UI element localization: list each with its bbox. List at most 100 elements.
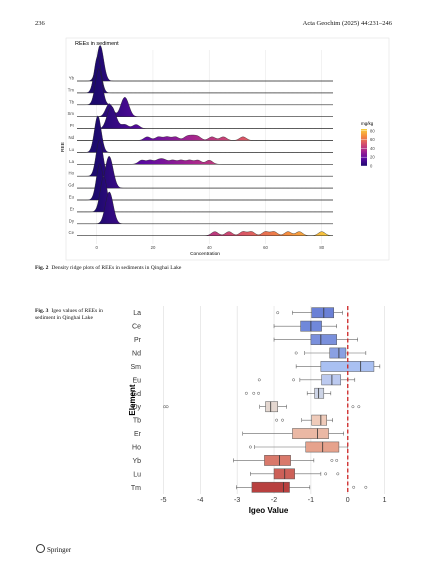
y-tick-label: Gd [132,391,141,398]
outlier [352,485,356,489]
y-tick-label: Er [70,206,75,211]
y-tick-label: Ce [132,324,141,331]
ridge [77,158,333,165]
x-axis-label: Igeo Value [249,506,289,515]
y-tick-label: Er [134,431,142,438]
y-tick-label: Ce [69,230,75,235]
y-tick-label: Lu [69,147,74,152]
legend-title: mg/kg [361,121,374,126]
outlier [281,418,284,422]
outlier [294,351,298,355]
ridge [77,115,333,153]
x-tick-label: 1 [383,497,387,504]
box [314,387,325,399]
outlier [276,311,280,315]
outlier [275,418,279,422]
outlier [357,405,361,409]
x-tick-label: 40 [207,245,212,250]
outlier [248,445,252,449]
outlier [257,378,261,382]
y-axis-label: REE [60,142,66,152]
y-tick-label: Sm [68,111,75,116]
journal-ref: Acta Geochim (2025) 44:231–246 [302,20,392,27]
caption-label: Fig. 3 [35,308,49,314]
publisher: Springer [36,544,71,554]
ridge [77,134,333,141]
y-tick-label: Pr [70,123,75,128]
colorbar-label: 20 [370,155,375,160]
y-tick-label: Pr [134,337,142,344]
y-tick-label: Gd [68,183,74,188]
box [311,414,327,426]
y-tick-label: Nd [132,351,141,358]
y-tick-label: Tb [69,99,75,104]
colorbar-label: 0 [370,164,373,169]
chart-title: REEs in sediment [75,41,119,47]
outlier [252,391,256,395]
y-tick-label: Yb [132,458,141,465]
box [329,347,347,359]
colorbar-label: 60 [370,137,375,142]
ridge [77,105,333,129]
y-tick-label: Eu [69,195,75,200]
ridge [77,191,333,224]
x-tick-label: -4 [197,497,203,504]
y-tick-label: Nd [69,135,75,140]
y-tick-label: Sm [131,364,142,371]
y-tick-label: Ho [132,445,141,452]
outlier [364,485,368,489]
ridge [77,139,333,177]
outlier [330,458,334,462]
outlier [324,472,328,476]
x-axis-label: Concentration [190,251,220,257]
box [251,481,290,493]
x-tick-label: -5 [160,497,166,504]
y-tick-label: Lu [133,471,141,478]
y-tick-label: Dy [69,218,75,223]
y-tick-label: Eu [132,377,141,384]
outlier [292,378,296,382]
colorbar-label: 80 [370,128,375,133]
y-tick-label: La [69,159,74,164]
x-tick-label: 80 [319,245,324,250]
y-tick-label: Dy [132,404,141,411]
colorbar-label: 40 [370,146,375,151]
x-tick-label: -3 [234,497,240,504]
outlier [244,391,248,395]
ridge [77,176,333,213]
y-tick-label: Tm [131,485,141,492]
plot-panel [145,306,392,494]
caption-text: Igeo values of REEs in sediment in Qingh… [35,308,103,321]
publisher-name: Springer [47,546,72,554]
y-tick-label: Yb [69,76,75,81]
caption-label: Fig. 2 [35,265,49,271]
y-axis-label: Element [128,384,137,415]
y-tick-label: Tm [68,87,75,92]
colorbar [361,129,367,166]
box [310,334,337,345]
box [311,307,335,319]
x-tick-label: 0 [95,245,98,250]
box [292,428,329,439]
outlier [335,458,339,462]
outlier [351,405,355,409]
box [264,455,291,466]
y-tick-label: Tb [133,418,141,425]
x-tick-label: 20 [151,245,156,250]
ridge [77,68,333,105]
caption-text: Density ridge plots of REEs in sediments… [51,265,182,271]
caption: Fig. 2 Density ridge plots of REEs in sed… [35,265,395,272]
ridge [77,231,334,236]
outlier [257,391,260,395]
y-tick-label: Ho [69,171,75,176]
outlier [336,472,340,476]
outlier [165,405,169,409]
ridge [77,97,333,117]
plot-panel [77,50,333,244]
x-tick-label: -1 [308,497,314,504]
x-tick-label: 60 [263,245,268,250]
y-tick-label: La [133,310,141,317]
box [265,401,278,413]
